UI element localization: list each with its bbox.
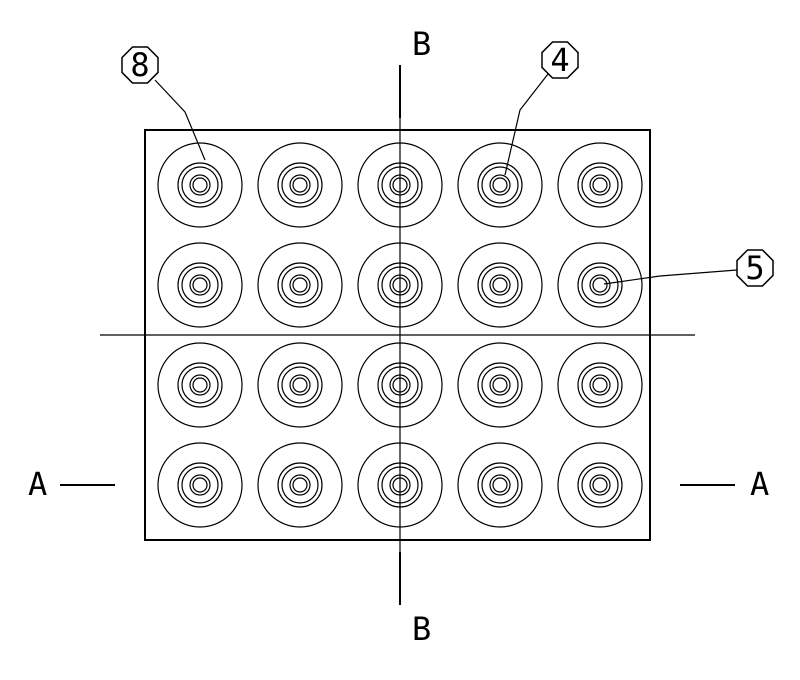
section-b-label-bottom: B: [412, 610, 431, 648]
mid-inner-circle: [482, 467, 518, 503]
mid-inner-circle: [182, 267, 218, 303]
mid-outer-circle: [178, 363, 222, 407]
hole-set: [458, 243, 542, 327]
hole-set: [158, 443, 242, 527]
pin-inner-circle: [593, 478, 607, 492]
callout-label: 8: [130, 46, 149, 84]
hole-set: [158, 243, 242, 327]
outer-circle: [258, 143, 342, 227]
pin-inner-circle: [293, 378, 307, 392]
mid-inner-circle: [482, 367, 518, 403]
mid-inner-circle: [482, 167, 518, 203]
mid-outer-circle: [278, 363, 322, 407]
pin-inner-circle: [493, 478, 507, 492]
outer-circle: [258, 443, 342, 527]
outer-circle: [158, 143, 242, 227]
hole-set: [258, 443, 342, 527]
outer-circle: [158, 443, 242, 527]
hole-set: [258, 243, 342, 327]
mid-outer-circle: [578, 463, 622, 507]
mid-inner-circle: [282, 167, 318, 203]
outer-circle: [458, 143, 542, 227]
mid-outer-circle: [478, 263, 522, 307]
outer-circle: [558, 243, 642, 327]
outer-circle: [558, 143, 642, 227]
pin-inner-circle: [193, 378, 207, 392]
pin-inner-circle: [593, 278, 607, 292]
outer-circle: [558, 443, 642, 527]
outer-circle: [258, 243, 342, 327]
mid-outer-circle: [278, 263, 322, 307]
callout-leader: [604, 270, 737, 284]
pin-inner-circle: [493, 378, 507, 392]
pin-inner-circle: [193, 278, 207, 292]
mid-inner-circle: [182, 467, 218, 503]
mid-inner-circle: [182, 167, 218, 203]
hole-set: [558, 143, 642, 227]
hole-set: [458, 443, 542, 527]
mid-outer-circle: [178, 263, 222, 307]
hole-set: [158, 143, 242, 227]
section-a-label-right: A: [750, 465, 769, 503]
section-b-label-top: B: [412, 25, 431, 63]
mid-inner-circle: [282, 367, 318, 403]
callout-8: 8: [122, 46, 205, 160]
hole-set: [158, 343, 242, 427]
mid-inner-circle: [582, 167, 618, 203]
callout-label: 5: [745, 249, 764, 287]
outer-circle: [458, 443, 542, 527]
outer-circle: [158, 343, 242, 427]
pin-inner-circle: [293, 478, 307, 492]
callout-4: 4: [505, 41, 578, 175]
hole-set: [458, 343, 542, 427]
mid-inner-circle: [282, 267, 318, 303]
hole-set: [558, 243, 642, 327]
mid-inner-circle: [482, 267, 518, 303]
mid-outer-circle: [178, 463, 222, 507]
pin-inner-circle: [593, 378, 607, 392]
hole-set: [258, 343, 342, 427]
hole-set: [458, 143, 542, 227]
pin-inner-circle: [293, 278, 307, 292]
hole-set: [258, 143, 342, 227]
mid-inner-circle: [582, 267, 618, 303]
pin-inner-circle: [293, 178, 307, 192]
mid-outer-circle: [478, 363, 522, 407]
mid-inner-circle: [282, 467, 318, 503]
mid-outer-circle: [278, 463, 322, 507]
mid-outer-circle: [578, 263, 622, 307]
mid-outer-circle: [478, 463, 522, 507]
mid-inner-circle: [182, 367, 218, 403]
outer-circle: [558, 343, 642, 427]
hole-set: [558, 443, 642, 527]
section-a-label-left: A: [28, 465, 47, 503]
pin-inner-circle: [193, 478, 207, 492]
mid-outer-circle: [478, 163, 522, 207]
mid-outer-circle: [278, 163, 322, 207]
mid-outer-circle: [578, 163, 622, 207]
mid-outer-circle: [578, 363, 622, 407]
outer-circle: [458, 343, 542, 427]
callout-label: 4: [550, 41, 569, 79]
mid-outer-circle: [178, 163, 222, 207]
mid-inner-circle: [582, 467, 618, 503]
outer-circle: [158, 243, 242, 327]
mid-inner-circle: [582, 367, 618, 403]
pin-inner-circle: [493, 178, 507, 192]
pin-inner-circle: [493, 278, 507, 292]
pin-inner-circle: [193, 178, 207, 192]
hole-set: [558, 343, 642, 427]
pin-inner-circle: [593, 178, 607, 192]
callout-leader: [505, 74, 548, 175]
outer-circle: [458, 243, 542, 327]
outer-circle: [258, 343, 342, 427]
